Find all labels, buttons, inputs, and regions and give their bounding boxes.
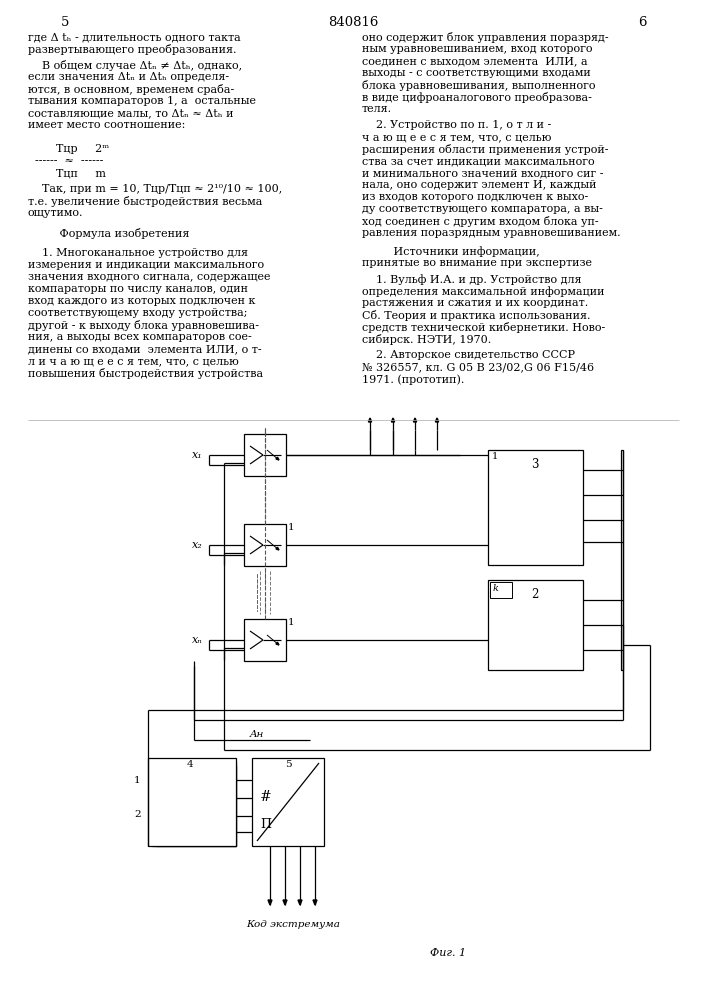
Text: ства за счет индикации максимального: ства за счет индикации максимального xyxy=(362,156,595,166)
Text: ния, а выходы всех компараторов сое-: ния, а выходы всех компараторов сое- xyxy=(28,332,252,342)
Text: повышения быстродействия устройства: повышения быстродействия устройства xyxy=(28,368,263,379)
Polygon shape xyxy=(436,418,438,422)
Text: xₙ: xₙ xyxy=(192,635,203,645)
Text: развертывающего преобразования.: развертывающего преобразования. xyxy=(28,44,237,55)
Text: 1971. (прототип).: 1971. (прототип). xyxy=(362,374,464,385)
Text: В общем случае Δtₙ ≠ Δtₕ, однако,: В общем случае Δtₙ ≠ Δtₕ, однако, xyxy=(28,60,242,71)
Text: расширения области применения устрой-: расширения области применения устрой- xyxy=(362,144,609,155)
Polygon shape xyxy=(368,418,372,422)
Text: 2. Авторское свидетельство СССР: 2. Авторское свидетельство СССР xyxy=(362,350,575,360)
Text: 1: 1 xyxy=(288,618,295,627)
Text: и минимального значений входного сиг -: и минимального значений входного сиг - xyxy=(362,168,604,178)
Text: теля.: теля. xyxy=(362,104,392,114)
Text: средств технической кибернетики. Ново-: средств технической кибернетики. Ново- xyxy=(362,322,605,333)
Bar xyxy=(490,582,512,598)
Text: 5: 5 xyxy=(61,16,69,29)
Bar xyxy=(244,619,286,661)
Text: Tцр     2ᵐ: Tцр 2ᵐ xyxy=(28,144,109,154)
Text: 2. Устройство по п. 1, о т л и -: 2. Устройство по п. 1, о т л и - xyxy=(362,120,551,130)
Text: 5: 5 xyxy=(285,760,291,769)
Text: оно содержит блок управления поразряд-: оно содержит блок управления поразряд- xyxy=(362,32,609,43)
Text: 4: 4 xyxy=(187,760,193,769)
Polygon shape xyxy=(276,642,279,645)
Text: принятые во внимание при экспертизе: принятые во внимание при экспертизе xyxy=(362,258,592,268)
Bar xyxy=(152,762,236,846)
Text: соединен с выходом элемента  ИЛИ, а: соединен с выходом элемента ИЛИ, а xyxy=(362,56,588,66)
Bar xyxy=(244,524,286,566)
Text: Π: Π xyxy=(260,818,271,831)
Polygon shape xyxy=(313,900,317,905)
Bar xyxy=(488,450,583,565)
Text: 6: 6 xyxy=(638,16,646,29)
Text: тывания компараторов 1, а  остальные: тывания компараторов 1, а остальные xyxy=(28,96,256,106)
Text: x₂: x₂ xyxy=(192,540,203,550)
Polygon shape xyxy=(298,900,302,905)
Text: № 326557, кл. G 05 B 23/02,G 06 F15/46: № 326557, кл. G 05 B 23/02,G 06 F15/46 xyxy=(362,362,594,372)
Bar xyxy=(156,766,236,846)
Text: ду соответствующего компаратора, а вы-: ду соответствующего компаратора, а вы- xyxy=(362,204,603,214)
Text: из входов которого подключен к выхо-: из входов которого подключен к выхо- xyxy=(362,192,588,202)
Text: #: # xyxy=(260,790,271,804)
Text: равления поразрядным уравновешиванием.: равления поразрядным уравновешиванием. xyxy=(362,228,621,238)
Text: 1. Вульф И.А. и др. Устройство для: 1. Вульф И.А. и др. Устройство для xyxy=(362,274,581,285)
Text: 2: 2 xyxy=(134,810,141,819)
Text: 1. Многоканальное устройство для: 1. Многоканальное устройство для xyxy=(28,248,248,258)
Text: 1: 1 xyxy=(492,452,498,461)
Text: Код экстремума: Код экстремума xyxy=(246,920,340,929)
Text: в виде цифроаналогового преобразова-: в виде цифроаналогового преобразова- xyxy=(362,92,592,103)
Text: вход каждого из которых подключен к: вход каждого из которых подключен к xyxy=(28,296,255,306)
Bar xyxy=(148,758,236,846)
Text: измерения и индикации максимального: измерения и индикации максимального xyxy=(28,260,264,270)
Text: блока уравновешивания, выполненного: блока уравновешивания, выполненного xyxy=(362,80,595,91)
Text: если значения Δtₙ и Δtₕ определя-: если значения Δtₙ и Δtₕ определя- xyxy=(28,72,229,82)
Text: соответствующему входу устройства;: соответствующему входу устройства; xyxy=(28,308,247,318)
Bar xyxy=(621,450,623,670)
Text: Так, при m = 10, Tцр/Tцп ≈ 2¹⁰/10 ≈ 100,: Так, при m = 10, Tцр/Tцп ≈ 2¹⁰/10 ≈ 100, xyxy=(28,184,282,194)
Text: л и ч а ю щ е е с я тем, что, с целью: л и ч а ю щ е е с я тем, что, с целью xyxy=(28,356,239,366)
Text: ход соединен с другим входом блока уп-: ход соединен с другим входом блока уп- xyxy=(362,216,599,227)
Polygon shape xyxy=(268,900,272,905)
Text: Фиг. 1: Фиг. 1 xyxy=(430,948,466,958)
Text: ным уравновешиванием, вход которого: ным уравновешиванием, вход которого xyxy=(362,44,592,54)
Text: растяжения и сжатия и их координат.: растяжения и сжатия и их координат. xyxy=(362,298,588,308)
Text: Источники информации,: Источники информации, xyxy=(362,246,539,257)
Text: составляющие малы, то Δtₙ ≈ Δtₕ и: составляющие малы, то Δtₙ ≈ Δtₕ и xyxy=(28,108,233,118)
Text: 840816: 840816 xyxy=(328,16,378,29)
Text: т.е. увеличение быстродействия весьма: т.е. увеличение быстродействия весьма xyxy=(28,196,262,207)
Text: где Δ tₕ - длительность одного такта: где Δ tₕ - длительность одного такта xyxy=(28,32,241,42)
Polygon shape xyxy=(276,547,279,550)
Polygon shape xyxy=(283,900,287,905)
Text: значения входного сигнала, содержащее: значения входного сигнала, содержащее xyxy=(28,272,271,282)
Text: Сб. Теория и практика использования.: Сб. Теория и практика использования. xyxy=(362,310,590,321)
Text: Aн: Aн xyxy=(250,730,264,739)
Text: Tцп     m: Tцп m xyxy=(28,168,106,178)
Bar xyxy=(488,580,583,670)
Text: компараторы по числу каналов, один: компараторы по числу каналов, один xyxy=(28,284,248,294)
Text: k: k xyxy=(493,584,499,593)
Text: x₁: x₁ xyxy=(192,450,203,460)
Polygon shape xyxy=(276,457,279,460)
Bar xyxy=(244,434,286,476)
Text: 1: 1 xyxy=(134,776,141,785)
Text: ч а ю щ е е с я тем, что, с целью: ч а ю щ е е с я тем, что, с целью xyxy=(362,132,551,142)
Text: нала, оно содержит элемент И, каждый: нала, оно содержит элемент И, каждый xyxy=(362,180,597,190)
Text: 2: 2 xyxy=(532,588,539,601)
Text: другой - к выходу блока уравновешива-: другой - к выходу блока уравновешива- xyxy=(28,320,259,331)
Text: 1: 1 xyxy=(288,523,295,532)
Text: ются, в основном, временем сраба-: ются, в основном, временем сраба- xyxy=(28,84,234,95)
Text: ------  ≈  ------: ------ ≈ ------ xyxy=(28,156,103,166)
Polygon shape xyxy=(392,418,395,422)
Text: 3: 3 xyxy=(531,458,539,471)
Text: ощутимо.: ощутимо. xyxy=(28,208,83,218)
Polygon shape xyxy=(414,418,416,422)
Text: Формула изобретения: Формула изобретения xyxy=(28,228,189,239)
Text: имеет место соотношение:: имеет место соотношение: xyxy=(28,120,185,130)
Text: определения максимальной информации: определения максимальной информации xyxy=(362,286,604,297)
Bar xyxy=(252,758,324,846)
Text: сибирск. НЭТИ, 1970.: сибирск. НЭТИ, 1970. xyxy=(362,334,491,345)
Text: динены со входами  элемента ИЛИ, о т-: динены со входами элемента ИЛИ, о т- xyxy=(28,344,262,354)
Text: выходы - с соответствующими входами: выходы - с соответствующими входами xyxy=(362,68,591,78)
